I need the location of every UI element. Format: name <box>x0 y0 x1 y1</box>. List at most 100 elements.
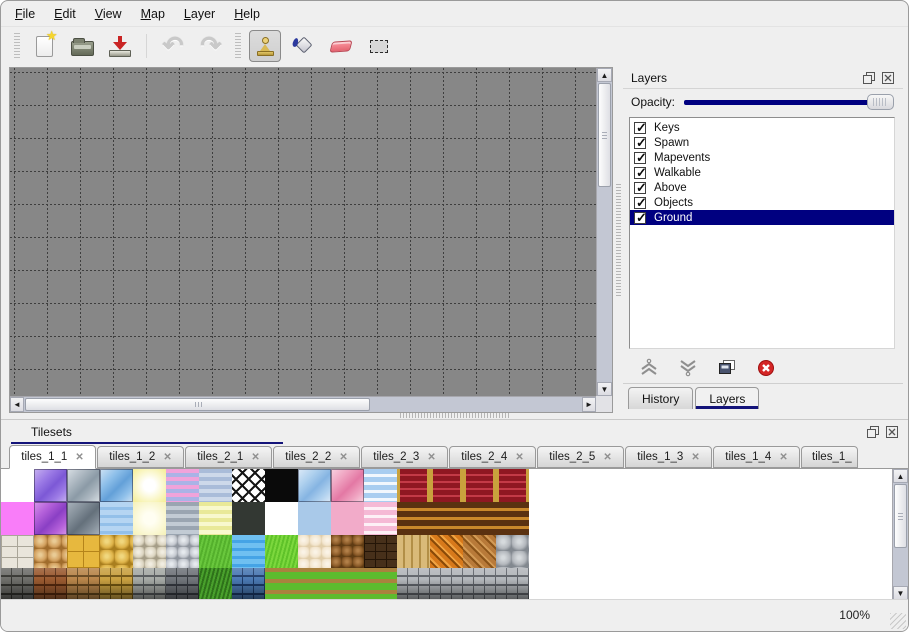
hscroll-thumb[interactable] <box>25 398 370 411</box>
close-tilesets-button[interactable] <box>885 426 899 439</box>
layer-row-walkable[interactable]: Walkable <box>630 165 894 181</box>
tile-stones-round[interactable] <box>496 535 529 568</box>
close-tab-icon[interactable]: ✕ <box>163 451 172 463</box>
toolbar-drag-handle[interactable] <box>235 33 241 59</box>
tile-crystal-gray[interactable] <box>67 469 100 502</box>
tile-empty[interactable] <box>265 502 298 535</box>
tile-stripes-blue[interactable] <box>199 469 232 502</box>
tile-pink-solid[interactable] <box>331 502 364 535</box>
layer-row-keys[interactable]: Keys <box>630 120 894 136</box>
tile-rows-grass[interactable] <box>298 568 331 600</box>
tile-cobble-tan[interactable] <box>34 535 67 568</box>
tile-stripes-pink[interactable] <box>166 469 199 502</box>
close-tab-icon[interactable]: ✕ <box>339 451 348 463</box>
tab-history[interactable]: History <box>628 387 694 409</box>
tile-rows-grass[interactable] <box>331 568 364 600</box>
tile-shingles-dark[interactable] <box>364 535 397 568</box>
layer-row-ground[interactable]: Ground <box>630 210 894 226</box>
tile-rows-grass[interactable] <box>364 568 397 600</box>
tile-stripes-yellow[interactable] <box>199 502 232 535</box>
tile-rows-brick[interactable] <box>430 568 463 600</box>
tile-rows-brick[interactable] <box>463 568 496 600</box>
tileset-tab-tiles_1_4[interactable]: tiles_1_4 ✕ <box>713 446 800 468</box>
close-tab-icon[interactable]: ✕ <box>515 451 524 463</box>
resize-grip[interactable] <box>890 613 906 629</box>
tile-water-light[interactable] <box>100 502 133 535</box>
tile-crystal-blue[interactable] <box>100 469 133 502</box>
close-tab-icon[interactable]: ✕ <box>603 451 612 463</box>
tile-lattice[interactable] <box>232 469 265 502</box>
tile-stripes-brown[interactable] <box>397 502 430 535</box>
layer-visible-checkbox[interactable] <box>634 180 647 196</box>
tile-weave-orange[interactable] <box>430 535 463 568</box>
close-tab-icon[interactable]: ✕ <box>779 451 788 463</box>
opacity-slider-handle[interactable] <box>867 94 894 110</box>
scroll-right-button[interactable]: ► <box>582 397 596 412</box>
duplicate-layer-button[interactable] <box>715 357 739 379</box>
menu-layer[interactable]: Layer <box>183 6 216 21</box>
layer-visible-checkbox[interactable] <box>634 165 647 181</box>
layer-row-mapevents[interactable]: Mapevents <box>630 150 894 166</box>
float-panel-button[interactable] <box>862 71 876 84</box>
tile-panel-dark[interactable] <box>232 502 265 535</box>
tileset-tab-tiles_2_4[interactable]: tiles_2_4 ✕ <box>449 446 536 468</box>
menu-edit[interactable]: Edit <box>54 6 76 21</box>
tile-wall-tan[interactable] <box>67 568 100 600</box>
tile-waves-pink[interactable] <box>364 502 397 535</box>
horizontal-splitter[interactable] <box>1 412 908 419</box>
tile-wall-darkgray[interactable] <box>1 568 34 600</box>
close-tab-icon[interactable]: ✕ <box>691 451 700 463</box>
rect-select-tool-button[interactable] <box>363 30 395 62</box>
tile-crystal-pink[interactable] <box>331 469 364 502</box>
scroll-left-button[interactable]: ◄ <box>10 397 24 412</box>
undo-button[interactable]: ↶ <box>157 30 189 62</box>
menu-help[interactable]: Help <box>234 6 260 21</box>
tile-pebbles-beige[interactable] <box>133 535 166 568</box>
layer-row-above[interactable]: Above <box>630 180 894 196</box>
layer-visible-checkbox[interactable] <box>634 150 647 166</box>
tile-wall-gold[interactable] <box>100 568 133 600</box>
tile-grass-green[interactable] <box>199 535 232 568</box>
tile-pebbles-gray[interactable] <box>166 535 199 568</box>
tile-herringbone[interactable] <box>463 535 496 568</box>
vertical-splitter[interactable] <box>614 67 622 413</box>
tile-sand-pale[interactable] <box>298 535 331 568</box>
opacity-slider[interactable] <box>684 94 894 110</box>
fill-tool-button[interactable] <box>287 30 319 62</box>
layer-visible-checkbox[interactable] <box>634 120 647 136</box>
tileset-tab-tiles_2_2[interactable]: tiles_2_2 ✕ <box>273 446 360 468</box>
tile-glow-yellow[interactable] <box>133 469 166 502</box>
tile-wall-blue[interactable] <box>232 568 265 600</box>
close-tab-icon[interactable]: ✕ <box>251 451 260 463</box>
raise-layer-button[interactable] <box>637 357 661 379</box>
tile-grass-bright[interactable] <box>265 535 298 568</box>
tile-wall-dark[interactable] <box>166 568 199 600</box>
redo-button[interactable]: ↷ <box>195 30 227 62</box>
stamp-tool-button[interactable] <box>249 30 281 62</box>
canvas-hscrollbar[interactable]: ◄ ► <box>10 396 596 412</box>
tileset-tab-tiles_1_3[interactable]: tiles_1_3 ✕ <box>625 446 712 468</box>
tile-planks-wood[interactable] <box>397 535 430 568</box>
menu-file[interactable]: File <box>15 6 36 21</box>
tileset-tab-tiles_2_5[interactable]: tiles_2_5 ✕ <box>537 446 624 468</box>
layer-row-spawn[interactable]: Spawn <box>630 135 894 151</box>
menu-map[interactable]: Map <box>140 6 165 21</box>
close-tab-icon[interactable]: ✕ <box>427 451 436 463</box>
tile-curtain-red[interactable] <box>463 469 496 502</box>
tile-stripes-brown[interactable] <box>463 502 496 535</box>
lower-layer-button[interactable] <box>676 357 700 379</box>
tile-stripes-brown[interactable] <box>430 502 463 535</box>
layer-visible-checkbox[interactable] <box>634 195 647 211</box>
layer-row-objects[interactable]: Objects <box>630 195 894 211</box>
tile-rows-brick[interactable] <box>496 568 529 600</box>
tile-rows-grass[interactable] <box>265 568 298 600</box>
new-file-button[interactable] <box>28 28 60 62</box>
tile-curtain-red[interactable] <box>496 469 529 502</box>
tile-tiles-gold[interactable] <box>67 535 100 568</box>
scroll-up-button[interactable]: ▲ <box>597 68 612 82</box>
save-button[interactable] <box>104 30 136 62</box>
tile-magenta[interactable] <box>1 502 34 535</box>
tile-empty[interactable] <box>1 469 34 502</box>
scroll-down-button[interactable]: ▼ <box>893 586 908 600</box>
tile-curtain-red[interactable] <box>430 469 463 502</box>
